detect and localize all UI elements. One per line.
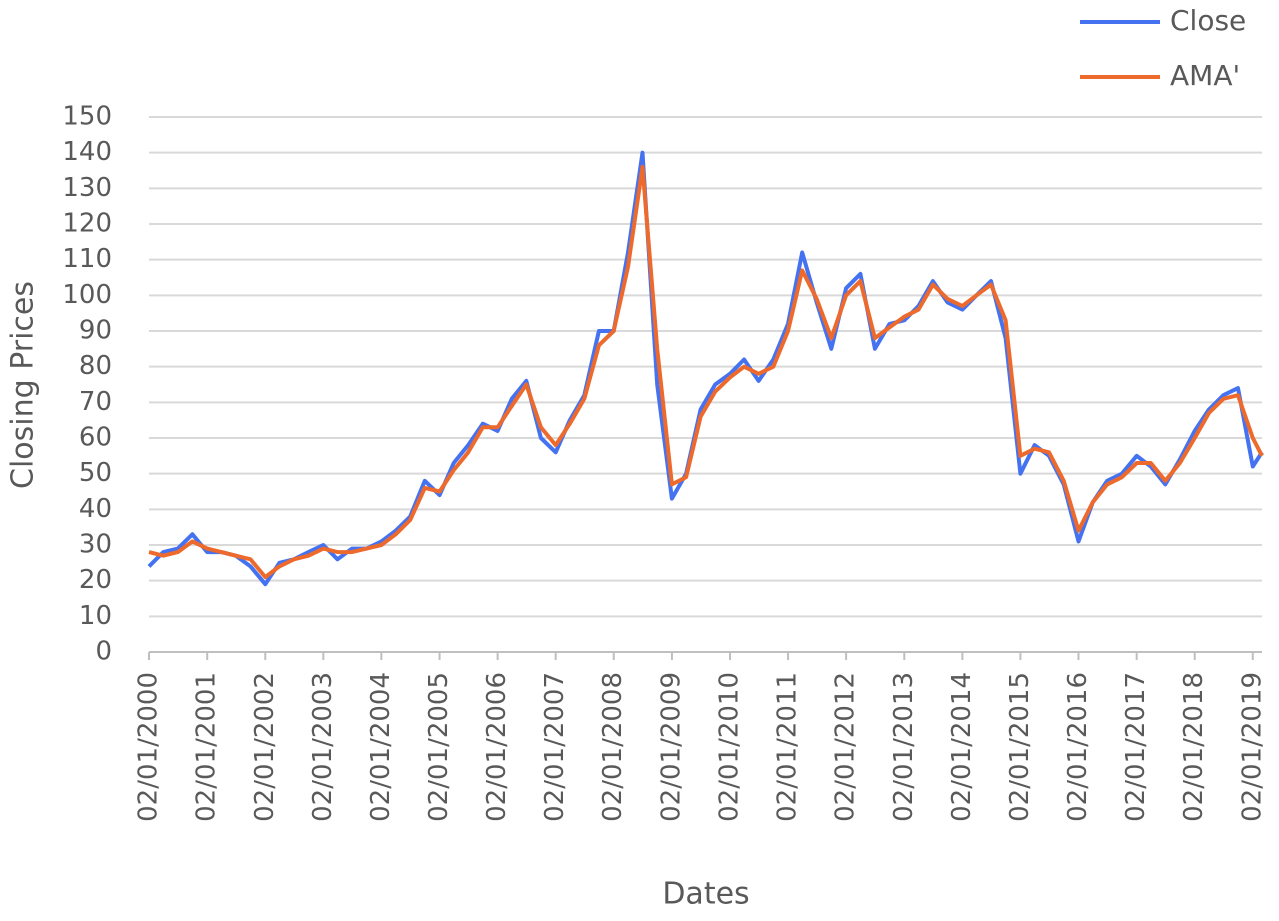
y-tick-label: 10 — [79, 601, 112, 631]
x-tick-label: 02/01/2006 — [482, 672, 512, 822]
y-tick-label: 100 — [62, 280, 112, 310]
x-tick-label: 02/01/2007 — [540, 672, 570, 822]
y-tick-label: 50 — [79, 458, 112, 488]
x-tick-label: 02/01/2016 — [1063, 672, 1093, 822]
y-axis-title: Closing Prices — [6, 281, 41, 489]
x-tick-label: 02/01/2011 — [773, 672, 803, 822]
series-line — [147, 150, 1264, 587]
x-tick-label: 02/01/2004 — [366, 672, 396, 822]
x-tick-label: 02/01/2002 — [250, 672, 280, 822]
y-tick-label: 40 — [79, 494, 112, 524]
y-tick-label: 60 — [79, 423, 112, 453]
y-tick-label: 30 — [79, 530, 112, 560]
y-tick-label: 80 — [79, 351, 112, 381]
x-tick-label: 02/01/2010 — [714, 672, 744, 822]
x-tick-label: 02/01/2000 — [134, 672, 164, 822]
x-tick-label: 02/01/2017 — [1121, 672, 1151, 822]
x-tick-label: 02/01/2012 — [831, 672, 861, 822]
x-tick-label: 02/01/2018 — [1179, 672, 1209, 822]
y-tick-label: 150 — [62, 102, 112, 132]
x-tick-label: 02/01/2009 — [656, 672, 686, 822]
x-tick-label: 02/01/2001 — [192, 672, 222, 822]
x-tick-label: 02/01/2015 — [1005, 672, 1035, 822]
legend-label: Close — [1170, 4, 1246, 37]
legend-label: AMA' — [1170, 59, 1240, 92]
x-tick-label: 02/01/2008 — [598, 672, 628, 822]
y-tick-label: 20 — [79, 565, 112, 595]
y-tick-label: 130 — [62, 173, 112, 203]
y-tick-label: 120 — [62, 209, 112, 239]
series-line — [148, 164, 1264, 580]
x-tick-label: 02/01/2003 — [308, 672, 338, 822]
y-tick-label: 140 — [62, 137, 112, 167]
x-tick-label: 02/01/2014 — [947, 672, 977, 822]
x-tick-label: 02/01/2019 — [1237, 672, 1267, 822]
y-tick-label: 90 — [79, 316, 112, 346]
y-tick-label: 70 — [79, 387, 112, 417]
x-tick-label: 02/01/2005 — [424, 672, 454, 822]
x-axis-title: Dates — [662, 877, 749, 912]
x-tick-label: 02/01/2013 — [889, 672, 919, 822]
y-tick-label: 0 — [95, 637, 112, 667]
y-tick-label: 110 — [62, 244, 112, 274]
